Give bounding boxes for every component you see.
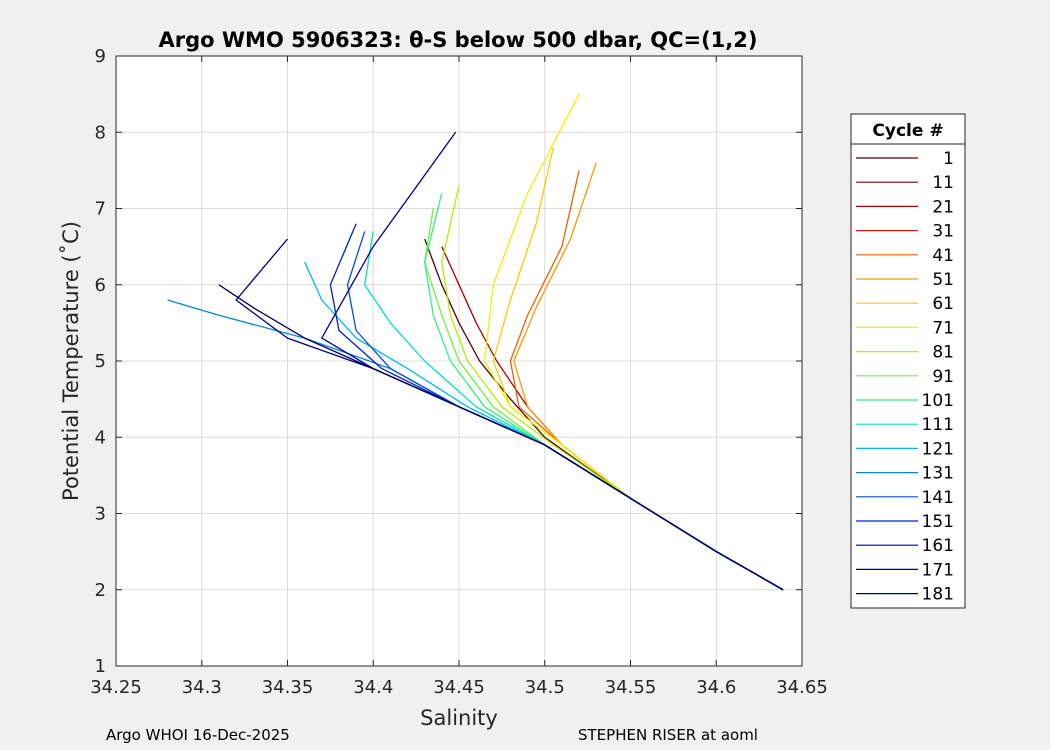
x-axis-label: Salinity xyxy=(420,706,498,730)
legend: Cycle # 11121314151617181911011111211311… xyxy=(850,113,966,609)
y-tick-label: 7 xyxy=(95,199,106,220)
y-tick-label: 9 xyxy=(95,46,106,67)
legend-entry-label: 41 xyxy=(932,246,954,266)
legend-entry-label: 1 xyxy=(943,149,954,169)
legend-entry-label: 101 xyxy=(922,391,954,411)
legend-entry-label: 121 xyxy=(922,439,954,459)
legend-entry-label: 21 xyxy=(932,197,954,217)
x-tick-label: 34.65 xyxy=(776,677,828,698)
series-group xyxy=(167,93,784,591)
y-tick-label: 5 xyxy=(95,351,106,372)
x-tick-label: 34.5 xyxy=(525,677,565,698)
x-tick-label: 34.25 xyxy=(90,677,142,698)
legend-entry-label: 141 xyxy=(922,488,954,508)
x-tick-label: 34.35 xyxy=(262,677,314,698)
legend-box xyxy=(850,113,966,609)
legend-entry-label: 151 xyxy=(922,512,954,532)
legend-entry-label: 131 xyxy=(922,464,954,484)
chart-title: Argo WMO 5906323: θ-S below 500 dbar, QC… xyxy=(159,28,758,52)
series-line-cycle-181 xyxy=(218,284,784,591)
legend-entry-label: 11 xyxy=(932,173,954,193)
y-tick-label: 3 xyxy=(95,504,106,525)
legend-entry-label: 61 xyxy=(932,294,954,314)
x-tick-label: 34.55 xyxy=(605,677,657,698)
x-tick-label: 34.4 xyxy=(353,677,393,698)
y-tick-label: 2 xyxy=(95,580,106,601)
legend-entry-label: 91 xyxy=(932,367,954,387)
x-tick-label: 34.3 xyxy=(182,677,222,698)
x-tick-label: 34.6 xyxy=(696,677,736,698)
y-tick-label: 8 xyxy=(95,122,106,143)
legend-entry-label: 31 xyxy=(932,222,954,242)
legend-entry-label: 81 xyxy=(932,343,954,363)
y-tick-label: 4 xyxy=(95,427,106,448)
footer-right-text: STEPHEN RISER at aoml xyxy=(578,726,758,744)
legend-entry-label: 161 xyxy=(922,536,954,556)
legend-entry-label: 181 xyxy=(922,585,954,605)
legend-title: Cycle # xyxy=(872,121,943,141)
legend-entry-label: 111 xyxy=(922,415,954,435)
footer-left-text: Argo WHOI 16-Dec-2025 xyxy=(106,726,290,744)
tick-labels: 34.25 34.3 34.35 34.4 34.45 34.5 34.55 34.6 34.6… xyxy=(90,46,828,698)
legend-entry-label: 51 xyxy=(932,270,954,290)
y-tick-label: 6 xyxy=(95,275,106,296)
legend-entry-label: 71 xyxy=(932,318,954,338)
y-axis-label: Potential Temperature (˚C) xyxy=(59,221,83,501)
legend-entry-label: 171 xyxy=(922,560,954,580)
x-tick-label: 34.45 xyxy=(433,677,485,698)
y-tick-label: 1 xyxy=(95,656,106,677)
legend-entries: 1112131415161718191101111121131141151161… xyxy=(856,149,954,605)
